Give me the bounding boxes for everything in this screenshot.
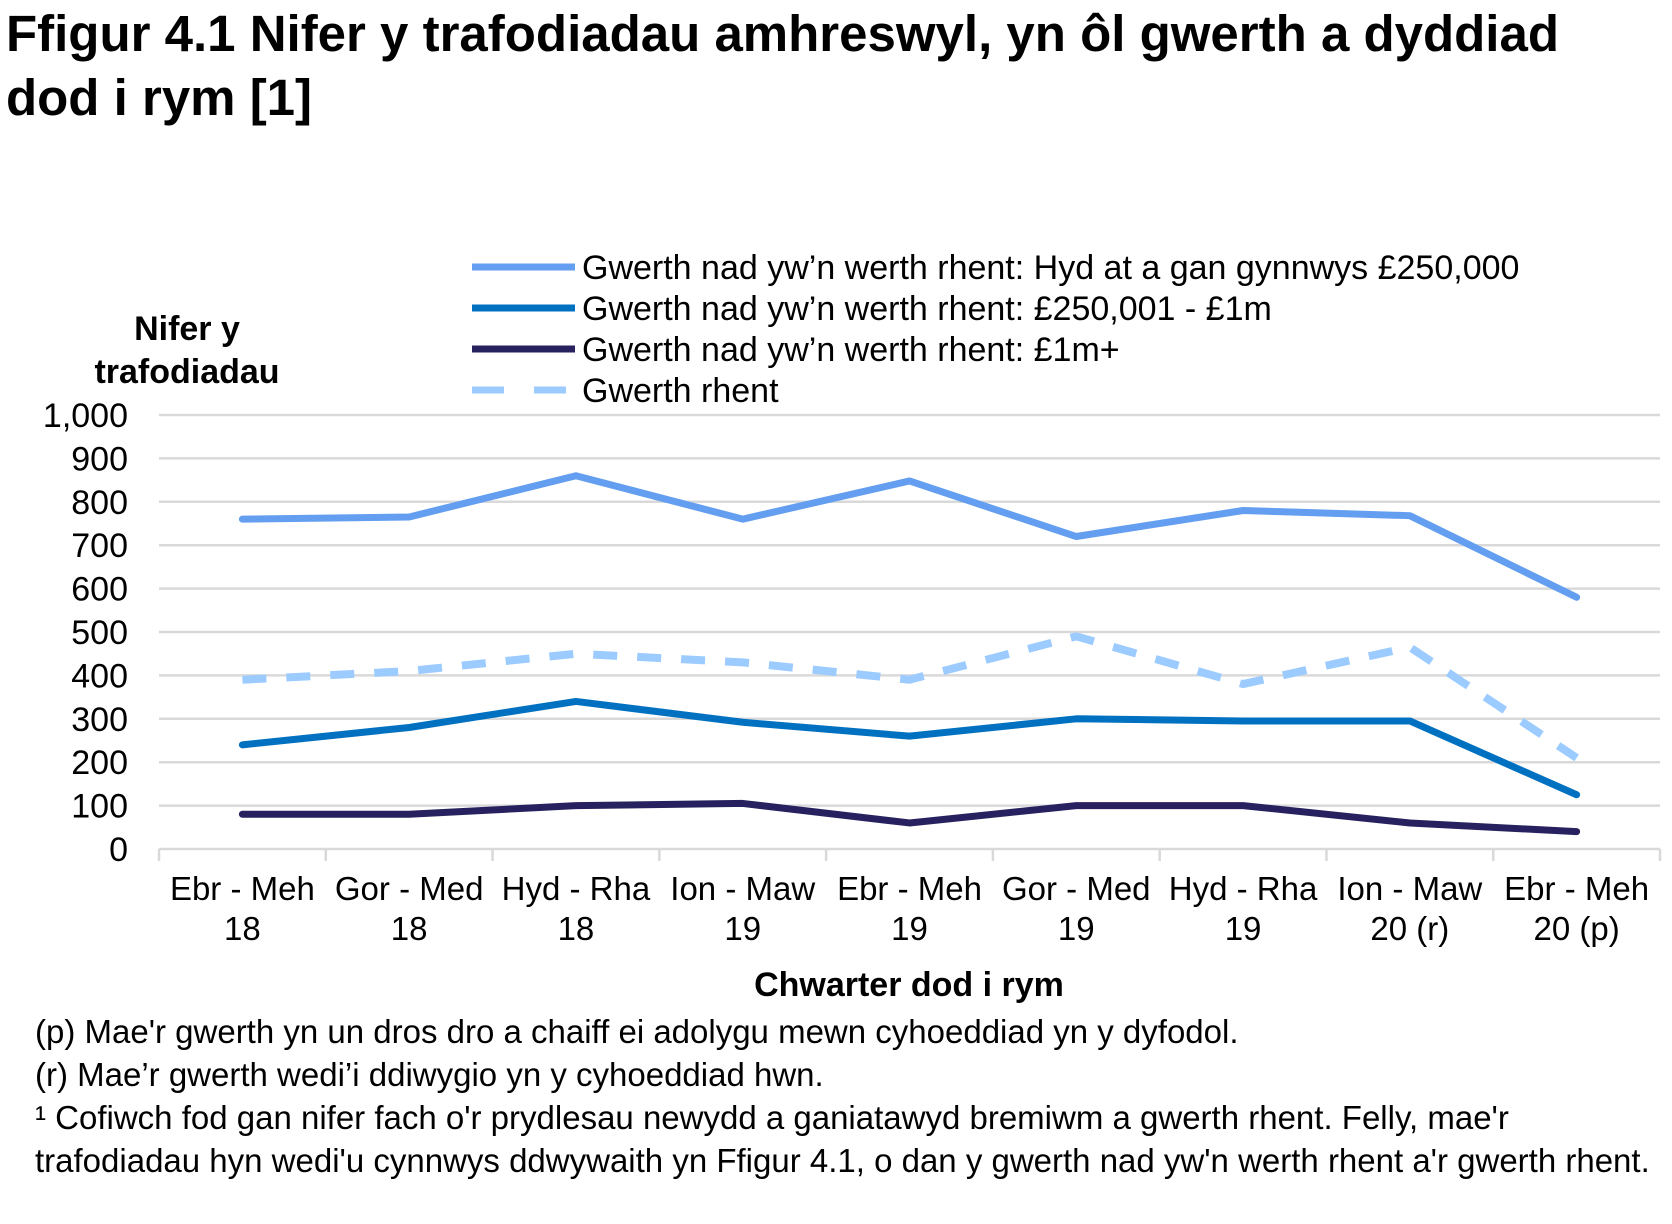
footnotes: (p) Mae'r gwerth yn un dros dro a chaiff… (35, 1010, 1655, 1182)
x-tick-label: Ebr - Meh (1504, 870, 1649, 907)
y-tick-label: 500 (71, 614, 128, 652)
footnote-provisional: (p) Mae'r gwerth yn un dros dro a chaiff… (35, 1013, 1239, 1050)
x-axis-title: Chwarter dod i rym (754, 966, 1064, 1004)
x-tick-label: Ion - Maw (1337, 870, 1482, 907)
series-line (242, 632, 1579, 762)
y-tick-label: 900 (71, 440, 128, 478)
y-tick-label: 300 (71, 701, 128, 739)
chart-title: Ffigur 4.1 Nifer y trafodiadau amhreswyl… (6, 5, 1559, 126)
legend-label: Gwerth nad yw’n werth rhent: £250,001 - … (582, 290, 1272, 328)
footnote-revised: (r) Mae’r gwerth wedi’i ddiwygio yn y cy… (35, 1056, 824, 1093)
y-axis-title: Nifer y (134, 310, 240, 348)
x-tick-label: 18 (391, 910, 428, 947)
x-tick-label: 19 (891, 910, 928, 947)
x-tick-label: 18 (224, 910, 261, 947)
legend-label: Gwerth rhent (582, 372, 779, 410)
x-tick-label: 19 (1225, 910, 1262, 947)
y-tick-label: 700 (71, 527, 128, 565)
x-tick-label: Hyd - Rha (1169, 870, 1318, 907)
x-tick-label: Ion - Maw (670, 870, 815, 907)
y-tick-label: 0 (109, 831, 128, 869)
x-tick-label: Gor - Med (1002, 870, 1151, 907)
legend-label: Gwerth nad yw’n werth rhent: Hyd at a ga… (582, 249, 1519, 287)
footnote-1: ¹ Cofiwch fod gan nifer fach o'r prydles… (35, 1099, 1650, 1179)
x-tick-label: Hyd - Rha (502, 870, 651, 907)
y-tick-label: 1,000 (43, 397, 128, 435)
legend-label: Gwerth nad yw’n werth rhent: £1m+ (582, 331, 1120, 369)
y-tick-label: 600 (71, 571, 128, 609)
line-chart: 0 100 200 300 400 500 600 700 800 900 1,000 Ebr - M… (43, 249, 1662, 1004)
series-line (238, 697, 1581, 799)
series-line (238, 799, 1581, 836)
x-tick-label: Ebr - Meh (837, 870, 982, 907)
x-tick-label: 19 (724, 910, 761, 947)
x-tick-label: 20 (r) (1370, 910, 1449, 947)
y-tick-label: 200 (71, 744, 128, 782)
x-tick-label: 20 (p) (1534, 910, 1620, 947)
y-tick-label: 800 (71, 484, 128, 522)
series-line (238, 472, 1581, 601)
x-tick-label: 18 (558, 910, 595, 947)
x-tick-label: Gor - Med (335, 870, 484, 907)
x-tick-label: Ebr - Meh (170, 870, 315, 907)
x-tick-label: 19 (1058, 910, 1095, 947)
y-tick-label: 100 (71, 788, 128, 826)
y-axis-title: trafodiadau (94, 353, 279, 391)
y-tick-label: 400 (71, 657, 128, 695)
